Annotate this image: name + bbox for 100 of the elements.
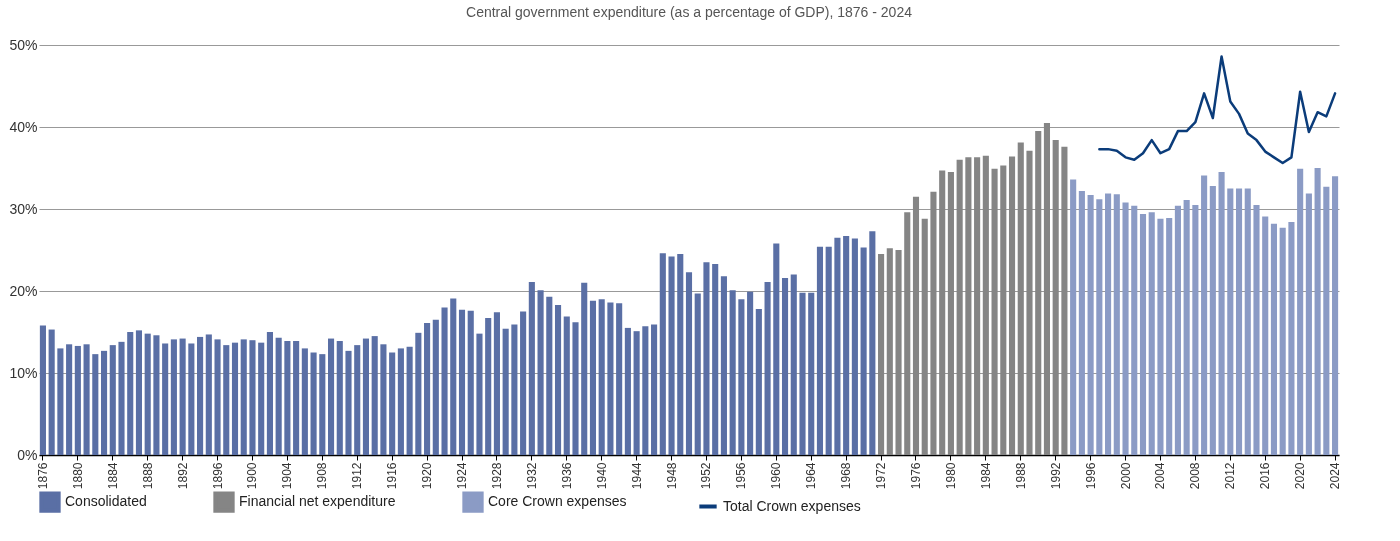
- bar: [947, 172, 954, 455]
- bar: [380, 344, 387, 455]
- bar: [572, 322, 579, 455]
- bar: [1008, 156, 1016, 455]
- bar: [293, 341, 300, 455]
- x-tick-label: 1920: [420, 462, 435, 490]
- bar: [1070, 179, 1077, 455]
- bar: [1166, 218, 1173, 455]
- x-tick-label: 1876: [35, 462, 50, 490]
- bar: [878, 254, 885, 455]
- bar: [1270, 223, 1278, 455]
- bar: [1218, 172, 1225, 455]
- bar: [694, 293, 701, 455]
- bar: [991, 168, 998, 455]
- bar: [275, 337, 282, 455]
- bar: [1244, 188, 1251, 455]
- bar: [589, 300, 597, 455]
- bar: [607, 302, 614, 455]
- bar: [1096, 199, 1103, 455]
- x-tick-label: 1984: [978, 462, 993, 490]
- bar: [799, 292, 806, 455]
- bar: [1262, 216, 1269, 455]
- bar: [843, 236, 850, 455]
- bar: [197, 336, 204, 455]
- bar: [668, 256, 675, 455]
- bar: [1235, 188, 1243, 455]
- x-tick-label: 1908: [315, 462, 330, 490]
- bar: [1332, 176, 1339, 455]
- bar: [1131, 205, 1138, 455]
- bar: [48, 329, 55, 455]
- bar: [738, 299, 745, 455]
- bar: [930, 191, 937, 455]
- bar: [1279, 227, 1286, 455]
- bar: [685, 272, 693, 455]
- bar: [1139, 213, 1147, 455]
- y-tick-label: 50%: [9, 36, 38, 53]
- legend-label: Consolidated: [65, 493, 147, 510]
- bar: [808, 292, 815, 455]
- bar: [860, 247, 867, 455]
- line-series: [1098, 55, 1337, 165]
- bar: [144, 333, 151, 455]
- bar: [982, 155, 989, 455]
- y-tick-label: 10%: [9, 364, 38, 381]
- x-tick-label: 2004: [1153, 462, 1168, 490]
- x-tick-label: 1928: [489, 462, 504, 490]
- bar: [92, 354, 99, 455]
- bar: [747, 291, 754, 455]
- bar: [327, 338, 335, 455]
- bar: [362, 338, 370, 455]
- bar: [659, 253, 666, 455]
- bar: [781, 277, 789, 455]
- x-tick-label: 1924: [455, 462, 469, 490]
- bar: [223, 345, 230, 455]
- y-tick-label: 30%: [9, 200, 38, 217]
- bar: [389, 352, 396, 455]
- bar: [476, 333, 483, 455]
- x-tick-label: 2016: [1258, 462, 1273, 490]
- bar: [258, 342, 265, 455]
- x-tick-label: 2000: [1118, 462, 1133, 490]
- bar: [939, 170, 946, 455]
- bar: [1078, 190, 1085, 455]
- legend-label: Core Crown expenses: [488, 493, 627, 510]
- bar: [651, 324, 658, 455]
- bar: [74, 345, 81, 455]
- bar: [773, 243, 780, 455]
- bar: [1017, 142, 1024, 455]
- bar: [677, 254, 684, 455]
- x-tick-label: 1988: [1013, 462, 1028, 490]
- bar: [895, 250, 902, 455]
- bar: [642, 326, 649, 455]
- bar: [1087, 195, 1094, 455]
- legend-label: Total Crown expenses: [723, 497, 861, 514]
- bar: [616, 303, 623, 455]
- bar: [1209, 186, 1216, 455]
- x-tick-label: 1980: [943, 462, 958, 490]
- bar: [1288, 222, 1295, 455]
- bar: [57, 348, 64, 455]
- x-tick-label: 1884: [105, 462, 120, 490]
- x-tick-label: 1888: [140, 462, 155, 490]
- bar: [467, 310, 474, 455]
- x-tick-label: 1900: [245, 462, 260, 490]
- x-tick-label: 1936: [559, 462, 574, 490]
- bar: [1253, 204, 1260, 455]
- bar: [554, 304, 562, 455]
- x-tick-label: 2024: [1328, 462, 1343, 490]
- bar: [1061, 146, 1068, 455]
- bar: [1201, 175, 1208, 455]
- bar: [764, 281, 771, 455]
- bar: [127, 332, 134, 455]
- bar: [528, 281, 535, 455]
- bar: [319, 354, 326, 455]
- bar: [284, 341, 291, 455]
- bar: [537, 290, 544, 455]
- bar: [546, 296, 553, 455]
- bar: [310, 352, 317, 455]
- bar: [214, 339, 221, 455]
- bar: [965, 157, 972, 455]
- bar: [886, 248, 893, 455]
- bar: [1052, 140, 1059, 455]
- bar: [755, 309, 762, 455]
